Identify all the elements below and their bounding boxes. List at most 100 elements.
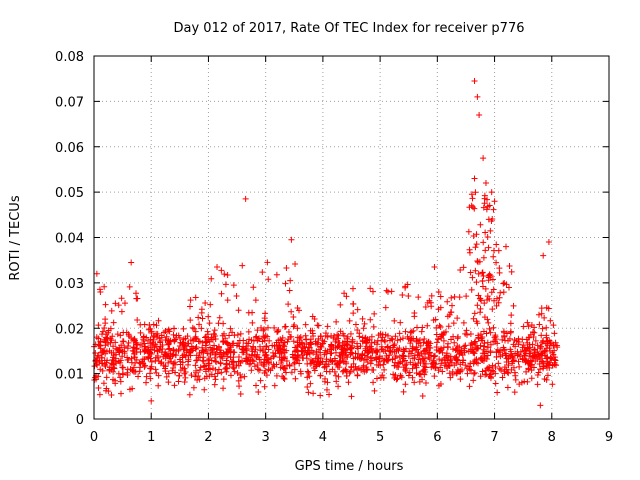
data-point [162, 365, 169, 372]
data-point [155, 317, 162, 324]
data-point [367, 316, 374, 323]
data-point [484, 296, 491, 303]
data-point [371, 387, 378, 394]
data-point [471, 205, 478, 212]
data-point [543, 324, 550, 331]
data-point [391, 317, 398, 324]
data-point [313, 348, 320, 355]
data-point [233, 342, 240, 349]
data-point [133, 339, 140, 346]
data-point [158, 359, 165, 366]
data-point [254, 327, 261, 334]
data-point [438, 334, 445, 341]
data-point [105, 388, 112, 395]
data-point [185, 352, 192, 359]
data-point [364, 353, 371, 360]
data-point [219, 355, 226, 362]
data-point [540, 252, 547, 259]
data-point [147, 375, 154, 382]
data-point [532, 347, 539, 354]
data-point [101, 324, 108, 331]
data-point [350, 301, 357, 308]
data-point [490, 253, 497, 260]
data-point [486, 371, 493, 378]
data-point [250, 344, 257, 351]
data-point [541, 348, 548, 355]
data-point [466, 363, 473, 370]
data-points [91, 77, 561, 409]
data-point [362, 340, 369, 347]
grid-lines [94, 56, 609, 419]
data-point [339, 354, 346, 361]
data-point [310, 364, 317, 371]
data-point [150, 334, 157, 341]
data-point [250, 284, 257, 291]
data-point [331, 368, 338, 375]
x-tick-label: 8 [548, 430, 556, 445]
data-point [176, 343, 183, 350]
data-point [335, 373, 342, 380]
data-point [481, 353, 488, 360]
data-point [142, 343, 149, 350]
data-point [249, 357, 256, 364]
data-point [109, 333, 116, 340]
data-point [102, 301, 109, 308]
data-point [243, 351, 250, 358]
data-point [148, 397, 155, 404]
data-point [383, 287, 390, 294]
data-point [229, 329, 236, 336]
data-point [412, 361, 419, 368]
data-point [347, 330, 354, 337]
data-point [286, 362, 293, 369]
data-point [211, 381, 218, 388]
data-point [217, 347, 224, 354]
data-point [292, 261, 299, 268]
x-tick-label: 3 [262, 430, 270, 445]
data-point [153, 343, 160, 350]
data-point [129, 347, 136, 354]
data-point [334, 364, 341, 371]
data-point [107, 325, 114, 332]
data-point [253, 353, 260, 360]
data-point [303, 336, 310, 343]
data-point [371, 339, 378, 346]
data-point [444, 313, 451, 320]
data-point [518, 379, 525, 386]
data-point [241, 373, 248, 380]
data-point [138, 341, 145, 348]
data-point [323, 386, 330, 393]
data-point [396, 330, 403, 337]
data-point [515, 339, 522, 346]
data-point [324, 379, 331, 386]
data-point [119, 338, 126, 345]
data-point [217, 360, 224, 367]
data-point [509, 353, 516, 360]
data-point [288, 369, 295, 376]
data-point [450, 320, 457, 327]
data-point [479, 277, 486, 284]
data-point [255, 336, 262, 343]
data-point [335, 343, 342, 350]
data-point [470, 370, 477, 377]
data-point [467, 269, 474, 276]
data-point [296, 360, 303, 367]
data-point [156, 347, 163, 354]
x-tick-label: 5 [376, 430, 384, 445]
data-point [291, 366, 298, 373]
data-point [363, 343, 370, 350]
data-point [389, 336, 396, 343]
data-point [170, 331, 177, 338]
data-point [93, 270, 100, 277]
data-point [484, 352, 491, 359]
data-point [354, 343, 361, 350]
data-point [186, 391, 193, 398]
data-point [311, 367, 318, 374]
data-point [400, 353, 407, 360]
data-point [510, 302, 517, 309]
data-point [359, 315, 366, 322]
data-point [538, 310, 545, 317]
data-point [333, 378, 340, 385]
data-point [262, 351, 269, 358]
data-point [245, 309, 252, 316]
data-point [302, 347, 309, 354]
